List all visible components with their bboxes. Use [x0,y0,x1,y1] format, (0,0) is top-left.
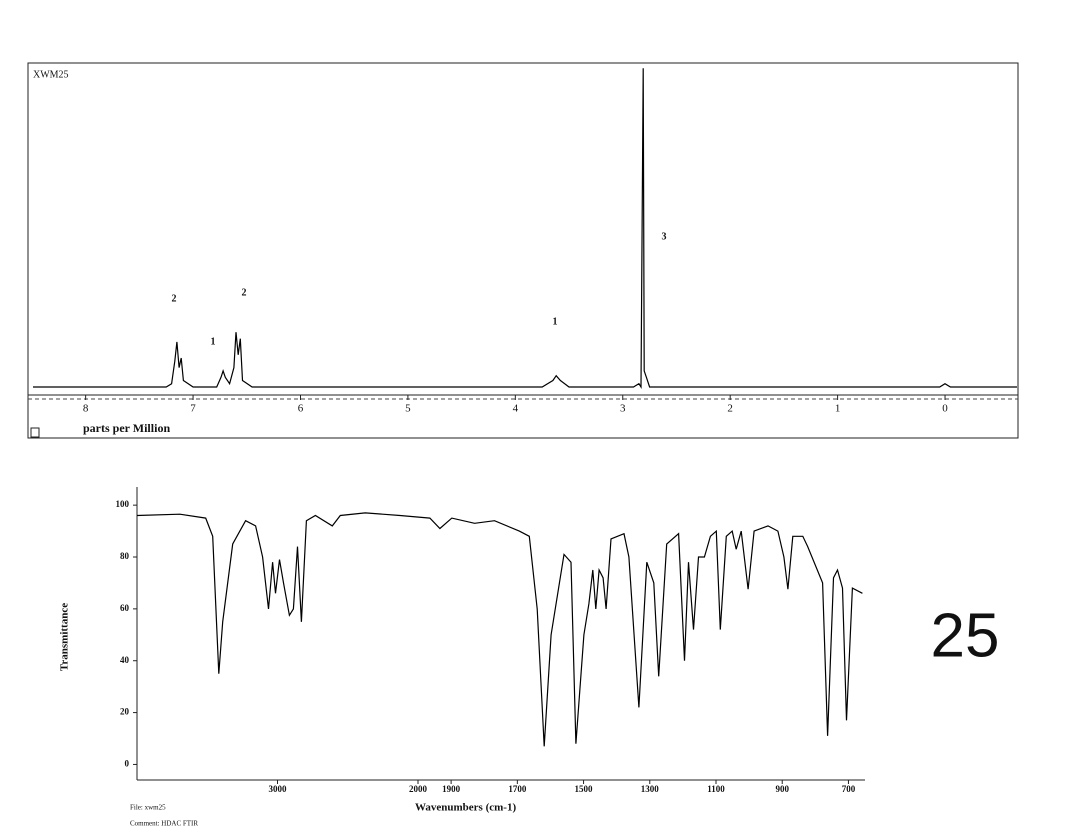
integration-label: 2 [172,293,177,304]
x-tick-label: 8 [83,403,89,415]
x-tick-label: 3 [620,403,626,415]
integration-label: 1 [211,336,216,347]
y-tick-label: 40 [120,655,130,665]
x-tick-label: 1500 [575,784,594,794]
corner-box [30,427,40,438]
x-tick-label: 0 [942,403,948,415]
y-tick-label: 60 [120,603,130,613]
x-tick-label: 1300 [641,784,660,794]
integration-label: 3 [662,231,667,242]
nmr-frame [27,62,1019,439]
ir-y-label: Transmittance [59,603,71,671]
x-tick-label: 1100 [707,784,725,794]
comment-note: Comment: HDAC FTIR [130,820,198,828]
spectrum-line [33,68,1017,390]
y-tick-label: 100 [116,499,130,509]
file-note: File: xwm25 [130,804,166,812]
spectrum-line [136,512,863,747]
x-tick-label: 1900 [442,784,461,794]
x-tick-label: 7 [190,403,196,415]
y-tick-label: 20 [120,707,130,717]
x-tick-label: 3000 [269,784,288,794]
integration-label: 1 [553,316,558,327]
nmr-x-label: parts per Million [83,421,170,435]
x-tick-label: 4 [513,403,519,415]
x-tick-label: 5 [405,403,411,415]
nmr-title: XWM25 [33,69,69,80]
x-tick-label: 2000 [409,784,428,794]
compound-number: 25 [931,601,1000,670]
integration-label: 2 [242,287,247,298]
x-tick-label: 2 [727,403,733,415]
x-tick-label: 900 [775,784,789,794]
y-tick-label: 80 [120,551,130,561]
x-tick-label: 6 [298,403,304,415]
x-tick-label: 700 [842,784,856,794]
x-tick-label: 1700 [508,784,527,794]
ir-x-label: Wavenumbers (cm-1) [415,802,516,814]
y-tick-label: 0 [125,759,130,769]
x-tick-label: 1 [835,403,841,415]
